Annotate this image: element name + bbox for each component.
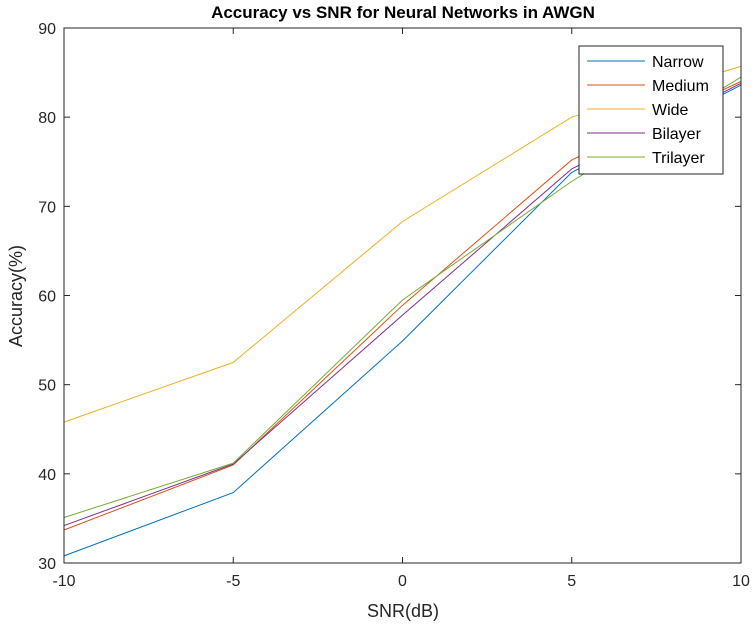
legend-label-medium: Medium <box>652 78 709 95</box>
chart-title: Accuracy vs SNR for Neural Networks in A… <box>211 3 595 22</box>
x-tick-label: 10 <box>732 573 750 590</box>
legend-box <box>578 45 724 175</box>
x-tick-label: 0 <box>398 573 407 590</box>
y-tick-label: 50 <box>38 378 56 395</box>
x-tick-label: -5 <box>226 573 240 590</box>
legend: Narrow Medium Wide Bilayer Trilayer <box>578 45 724 175</box>
legend-label-narrow: Narrow <box>652 54 704 71</box>
legend-label-trilayer: Trilayer <box>652 150 705 167</box>
legend-label-bilayer: Bilayer <box>652 126 702 143</box>
legend-label-wide: Wide <box>652 102 689 119</box>
y-tick-label: 60 <box>38 289 56 306</box>
x-axis-ticks: -10 -5 0 5 10 <box>52 28 750 590</box>
y-tick-label: 30 <box>38 556 56 573</box>
y-tick-label: 80 <box>38 110 56 127</box>
y-tick-label: 40 <box>38 467 56 484</box>
y-tick-label: 70 <box>38 199 56 216</box>
y-axis-label: Accuracy(%) <box>6 245 26 347</box>
y-tick-label: 90 <box>38 21 56 38</box>
x-axis-label: SNR(dB) <box>367 601 439 621</box>
x-tick-label: 5 <box>567 573 576 590</box>
y-axis-ticks: 30 40 50 60 70 80 90 <box>38 21 741 573</box>
x-tick-label: -10 <box>52 573 75 590</box>
